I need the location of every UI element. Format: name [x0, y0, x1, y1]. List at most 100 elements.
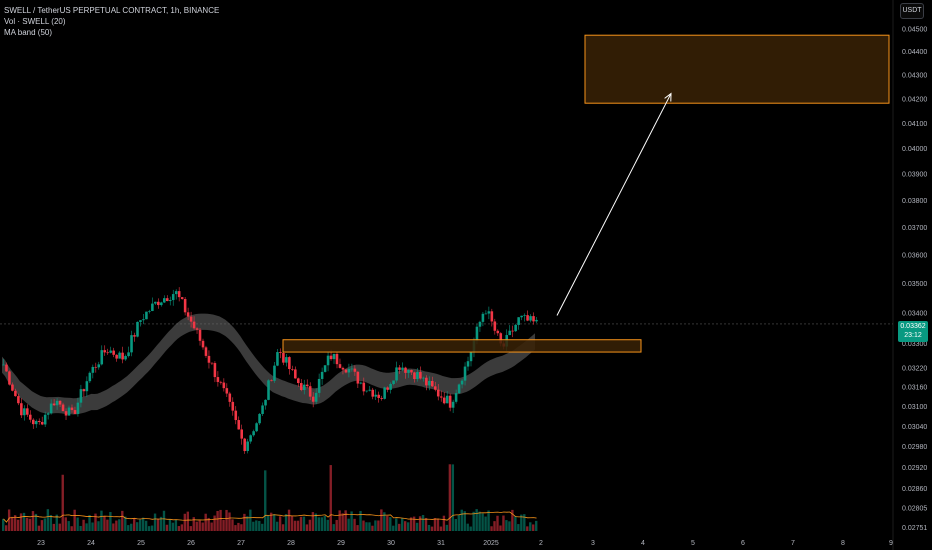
volume-bar: [332, 524, 335, 531]
candle-body: [37, 420, 41, 422]
y-tick-label: 0.02751: [902, 525, 927, 532]
volume-bar: [520, 514, 523, 531]
candle-body: [508, 330, 511, 336]
candle-body: [478, 321, 482, 327]
volume-bar: [320, 517, 323, 531]
volume-bar: [168, 519, 172, 531]
volume-bar: [335, 519, 338, 531]
volume-bar: [296, 520, 300, 531]
volume-bar: [433, 518, 437, 531]
volume-bar: [70, 526, 73, 531]
volume-bar: [466, 523, 469, 531]
volume-bar: [451, 464, 455, 531]
volume-bar: [49, 515, 53, 531]
candle-body: [91, 366, 95, 373]
candle-body: [121, 352, 124, 360]
candle-body: [20, 403, 23, 416]
candle-body: [100, 350, 104, 365]
candle-body: [106, 352, 109, 354]
volume-bar: [88, 515, 91, 531]
candle-body: [413, 372, 416, 380]
candle-body: [234, 410, 238, 421]
volume-bar: [356, 525, 359, 531]
volume-bar: [502, 515, 505, 531]
volume-bar: [124, 516, 127, 531]
volume-bar: [353, 518, 356, 531]
candle-body: [469, 352, 473, 362]
x-tick-label: 5: [691, 540, 695, 547]
y-tick-label: 0.02860: [902, 486, 927, 493]
volume-bar: [2, 518, 5, 531]
volume-bar: [37, 525, 41, 531]
candle-body: [29, 414, 32, 420]
x-tick-label: 7: [791, 540, 795, 547]
volume-bar: [138, 519, 142, 531]
volume-bar: [439, 526, 443, 531]
candle-body: [2, 364, 5, 366]
volume-bar: [275, 521, 279, 531]
volume-bar: [454, 518, 457, 531]
volume-bar: [281, 524, 285, 531]
volume-bar: [293, 520, 297, 531]
volume-bar: [186, 511, 189, 531]
volume-bar: [4, 525, 8, 531]
volume-bar: [475, 509, 478, 531]
volume-bar: [517, 524, 520, 531]
candle-body: [371, 389, 375, 397]
y-tick-label: 0.03500: [902, 281, 927, 288]
candle-body: [5, 364, 8, 372]
currency-button[interactable]: USDT: [900, 3, 924, 19]
volume-bar: [174, 519, 178, 531]
candle-body: [294, 369, 297, 379]
volume-bar: [383, 512, 386, 531]
volume-bar: [147, 526, 151, 531]
candle-body: [154, 301, 157, 304]
volume-bar: [406, 522, 410, 531]
volume-bar: [19, 513, 23, 531]
candle-body: [204, 347, 208, 356]
volume-bar: [207, 517, 210, 531]
candle-body: [133, 335, 136, 337]
ma-band-indicator-label[interactable]: MA band (50): [4, 28, 53, 37]
candle-body: [85, 381, 89, 392]
volume-bar: [484, 516, 487, 531]
volume-bar: [278, 516, 282, 531]
candle-body: [207, 355, 211, 363]
volume-bar: [302, 516, 306, 531]
volume-indicator-label[interactable]: Vol · SWELL (20): [4, 17, 66, 26]
candle-body: [255, 423, 258, 432]
candle-body: [151, 303, 154, 312]
candle-body: [34, 420, 38, 425]
volume-bar: [228, 512, 231, 531]
volume-bar: [359, 510, 362, 531]
candle-body: [264, 399, 267, 406]
candle-body: [529, 316, 532, 321]
volume-bar: [526, 526, 529, 531]
candle-body: [338, 364, 342, 368]
candle-body: [252, 431, 255, 436]
volume-bar: [153, 513, 157, 531]
candle-body: [64, 411, 68, 416]
bar-countdown: 23:12: [904, 332, 922, 339]
volume-bar: [237, 522, 240, 531]
volume-bar: [109, 511, 112, 531]
candle-body: [341, 367, 345, 370]
symbol-title[interactable]: SWELL / TetherUS PERPETUAL CONTRACT, 1h,…: [4, 6, 220, 15]
candle-body: [416, 372, 419, 380]
volume-bar: [514, 516, 517, 531]
candle-body: [428, 380, 431, 386]
volume-bar: [445, 524, 449, 531]
volume-bar: [511, 509, 514, 531]
candle-body: [460, 380, 464, 385]
y-tick-label: 0.02805: [902, 506, 927, 513]
candle-body: [356, 371, 360, 384]
volume-bar: [94, 513, 97, 531]
volume-bar: [338, 510, 341, 531]
volume-bar: [377, 520, 380, 531]
candle-body: [365, 390, 369, 392]
volume-bar: [76, 517, 79, 531]
candle-body: [139, 320, 142, 322]
candle-body: [115, 354, 118, 359]
candle-body: [261, 405, 264, 414]
